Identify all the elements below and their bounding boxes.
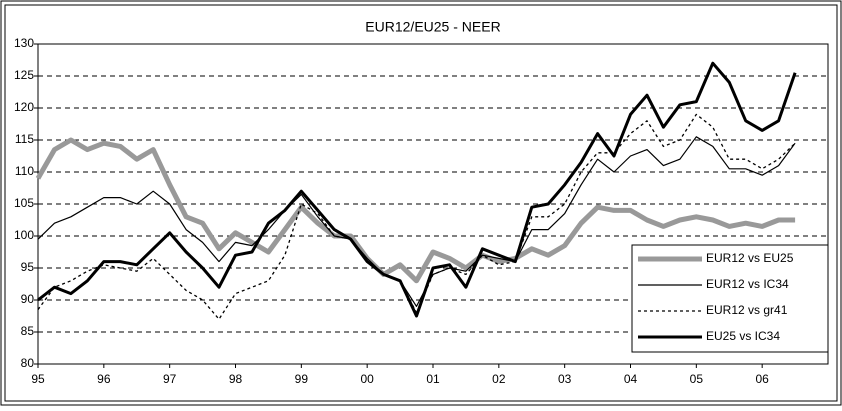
y-tick-label: 95 [21, 260, 35, 274]
y-tick-label: 130 [14, 36, 34, 50]
legend-label: EUR12 vs IC34 [706, 277, 789, 291]
inner-frame [4, 4, 838, 402]
x-tick-label: 02 [492, 372, 506, 386]
chart-title: EUR12/EU25 - NEER [365, 19, 500, 35]
x-tick-label: 04 [624, 372, 638, 386]
x-tick-label: 00 [360, 372, 374, 386]
legend-label: EU25 vs IC34 [706, 329, 780, 343]
series-line [37, 61, 797, 318]
y-tick-label: 110 [15, 164, 34, 178]
y-tick-label: 80 [21, 356, 35, 370]
y-tick-label: 100 [14, 228, 34, 242]
x-tick-label: 96 [97, 372, 111, 386]
x-tick-label: 97 [163, 372, 177, 386]
y-tick-label: 115 [15, 132, 34, 146]
y-tick-label: 85 [21, 324, 35, 338]
x-tick-label: 06 [755, 372, 769, 386]
y-tick-label: 105 [14, 196, 34, 210]
x-tick-label: 03 [558, 372, 572, 386]
x-tick-label: 98 [229, 372, 243, 386]
y-tick-label: 125 [14, 68, 34, 82]
x-tick-label: 01 [426, 372, 440, 386]
plot-border [37, 43, 829, 365]
y-tick-label: 120 [14, 100, 34, 114]
series-line [35, 137, 796, 284]
y-tick-label: 90 [21, 292, 35, 306]
legend-label: EUR12 vs gr41 [706, 303, 788, 317]
legend-label: EUR12 vs EU25 [706, 251, 794, 265]
x-tick-label: 99 [295, 372, 309, 386]
x-tick-label: 95 [31, 372, 45, 386]
series-line [37, 136, 796, 307]
legend-box [631, 244, 829, 353]
x-tick-label: 05 [690, 372, 704, 386]
